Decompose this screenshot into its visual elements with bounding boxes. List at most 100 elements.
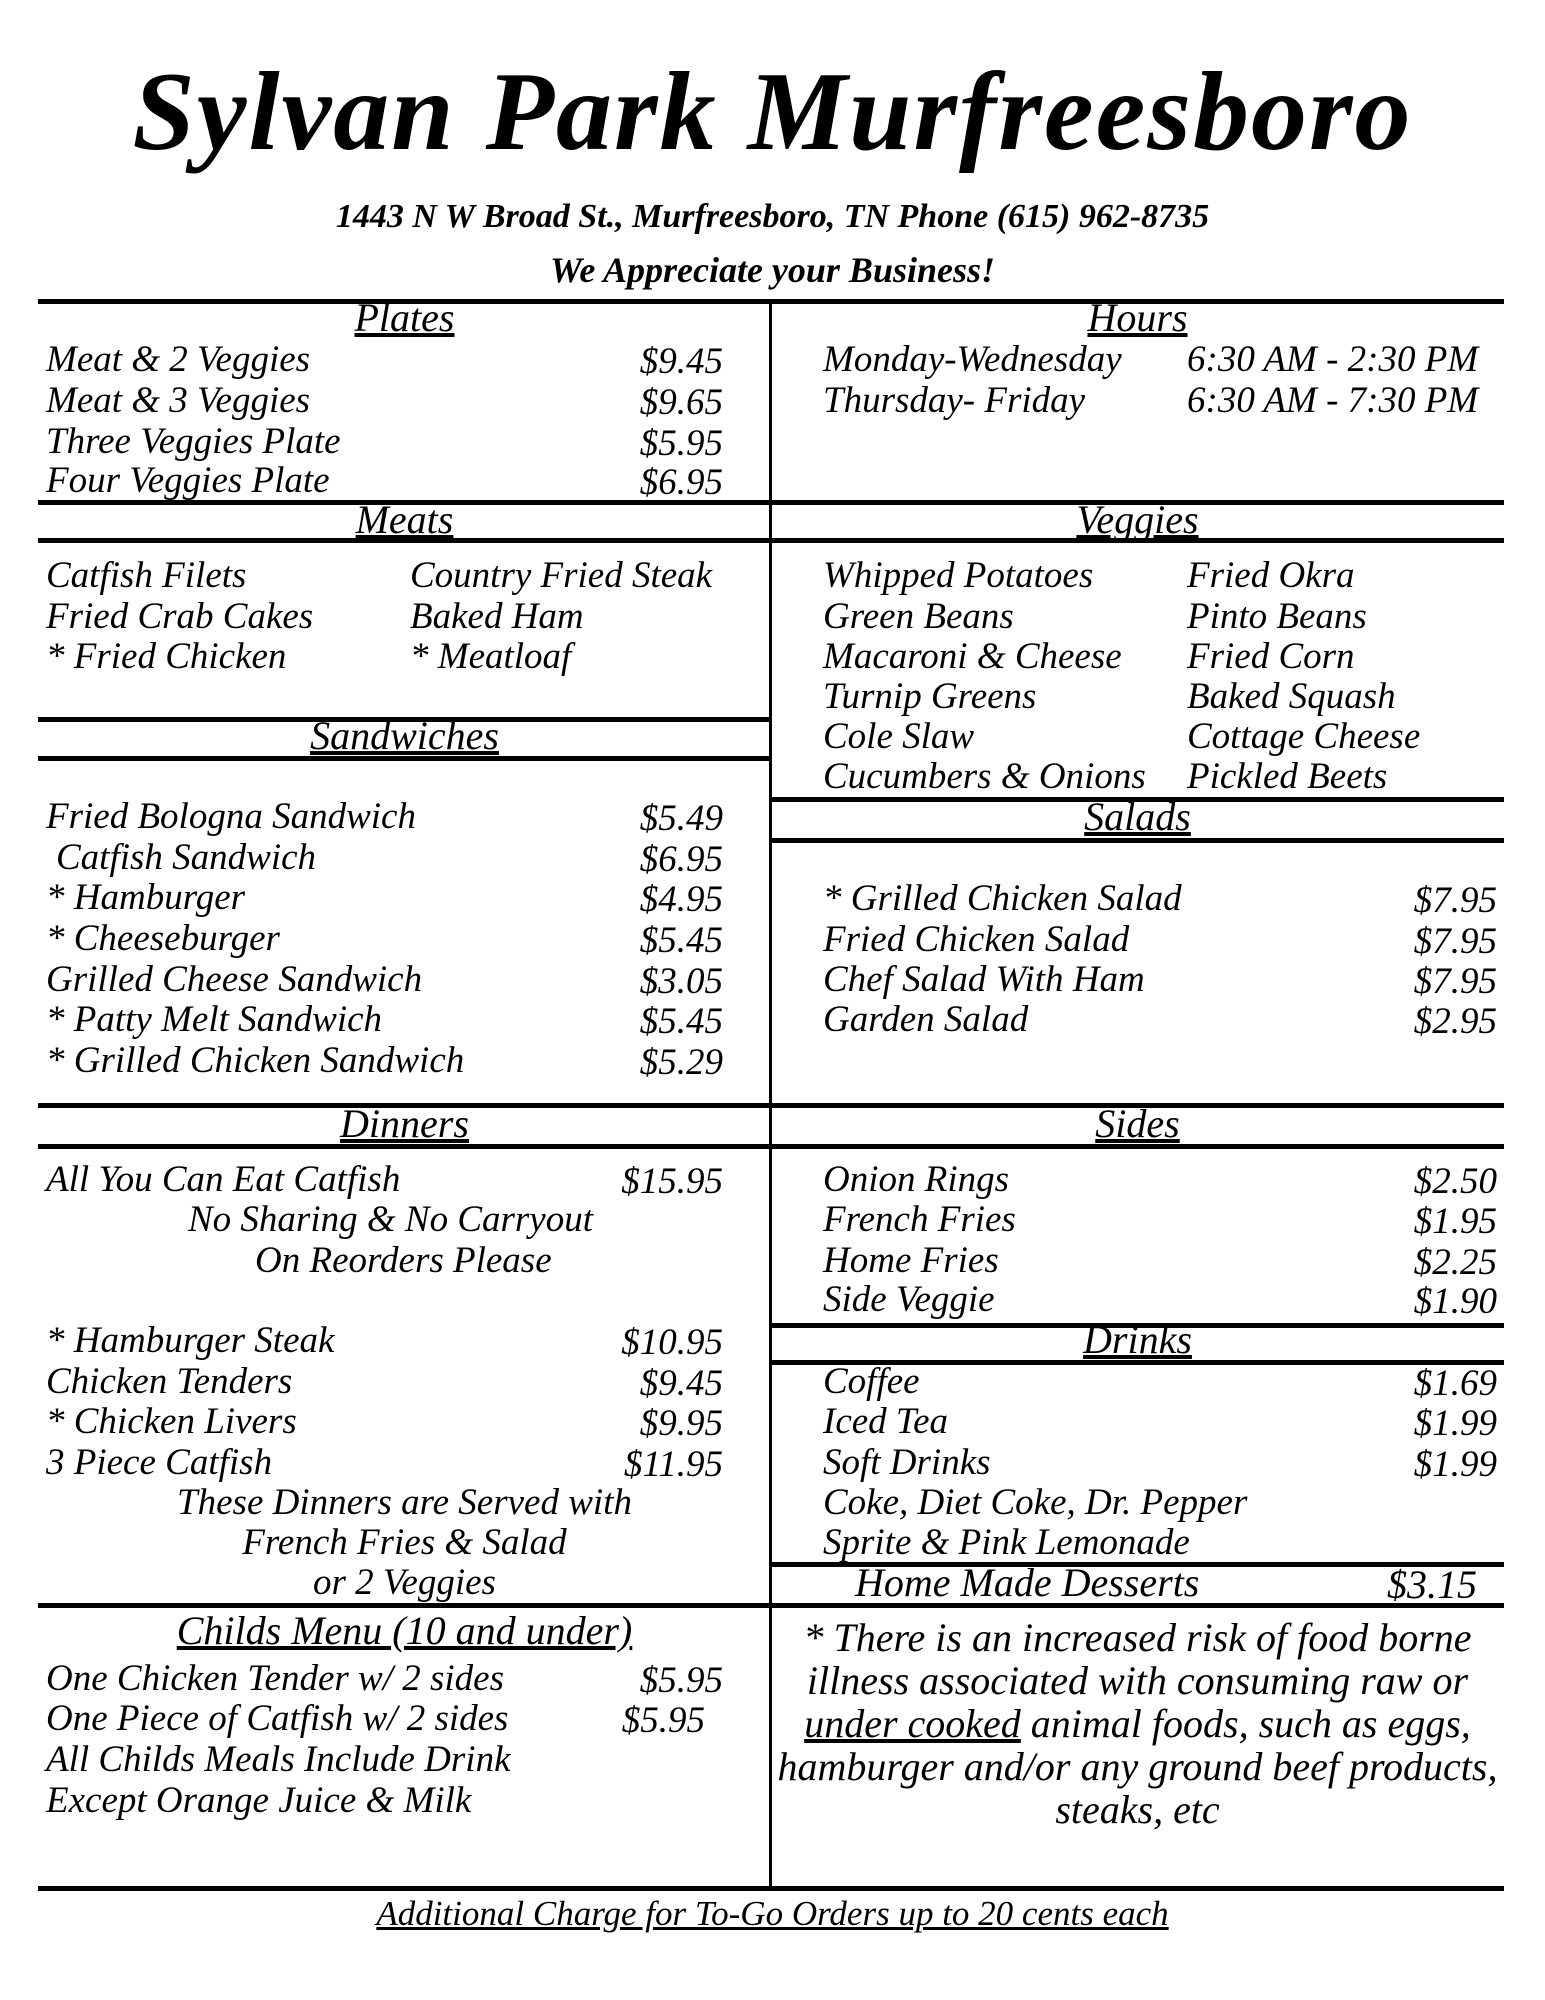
drink-item: Iced Tea [823, 1401, 949, 1442]
column-divider [769, 301, 772, 1890]
sandwich-item: Grilled Cheese Sandwich [46, 959, 423, 1000]
side-item: Home Fries [823, 1240, 999, 1281]
veggie-item: Cucumbers & Onions [823, 756, 1146, 797]
salad-item: Chef Salad With Ham [823, 959, 1145, 1000]
restaurant-title: Sylvan Park Murfreesboro [132, 50, 1413, 174]
dinner-item: * Hamburger Steak [46, 1320, 335, 1361]
sandwich-price: $5.45 [639, 1001, 723, 1042]
veggie-item: Fried Okra [1187, 555, 1355, 596]
side-item: French Fries [823, 1199, 1016, 1240]
veggie-item: Macaroni & Cheese [823, 636, 1122, 677]
veggie-item: Cole Slaw [823, 716, 975, 757]
meat-item: * Fried Chicken [46, 636, 287, 677]
side-price: $2.50 [1413, 1161, 1497, 1202]
hours-time: 6:30 AM - 7:30 PM [1187, 380, 1479, 421]
childs-item: One Piece of Catfish w/ 2 sides [46, 1698, 509, 1739]
meat-item: Catfish Filets [46, 555, 247, 596]
hours-days: Monday-Wednesday [823, 339, 1122, 380]
veggie-item: Cottage Cheese [1187, 716, 1421, 757]
divider [38, 717, 771, 722]
salad-price: $7.95 [1413, 961, 1497, 1002]
hours-heading: Hours [1087, 295, 1188, 340]
drink-item: Coffee [823, 1361, 920, 1402]
dinners-heading: Dinners [340, 1101, 469, 1146]
plate-price: $6.95 [639, 462, 723, 503]
sandwich-item: * Grilled Chicken Sandwich [46, 1040, 465, 1081]
dinner-price: $15.95 [621, 1161, 723, 1202]
sandwiches-heading: Sandwiches [310, 713, 499, 758]
veggie-item: Turnip Greens [823, 676, 1037, 717]
side-price: $2.25 [1413, 1242, 1497, 1283]
sandwich-price: $3.05 [639, 961, 723, 1002]
to-go-charge-note: Additional Charge for To-Go Orders up to… [376, 1894, 1169, 1933]
warning-underlined: under cooked [804, 1701, 1021, 1746]
hours-time: 6:30 AM - 2:30 PM [1187, 339, 1479, 380]
sandwich-item: * Hamburger [46, 877, 246, 918]
drink-price: $1.99 [1413, 1444, 1497, 1485]
veggies-heading: Veggies [1076, 497, 1199, 542]
side-price: $1.95 [1413, 1201, 1497, 1242]
dinner-note: French Fries & Salad [242, 1522, 567, 1563]
meat-item: Baked Ham [410, 596, 584, 637]
veggie-item: Baked Squash [1187, 676, 1396, 717]
dinner-note: or 2 Veggies [313, 1562, 496, 1603]
plate-price: $9.65 [639, 382, 723, 423]
drink-price: $1.69 [1413, 1363, 1497, 1404]
plates-heading: Plates [354, 295, 455, 340]
dinner-note: These Dinners are Served with [177, 1482, 632, 1523]
salad-price: $7.95 [1413, 921, 1497, 962]
meats-heading: Meats [355, 497, 454, 542]
sides-heading: Sides [1095, 1101, 1180, 1146]
meat-item: Fried Crab Cakes [46, 596, 314, 637]
dinner-item: Chicken Tenders [46, 1361, 293, 1402]
sandwich-item: Fried Bologna Sandwich [46, 796, 416, 837]
meat-item: Country Fried Steak [410, 555, 713, 596]
salad-item: Garden Salad [823, 999, 1029, 1040]
dinner-price: $9.45 [639, 1363, 723, 1404]
dinner-note: No Sharing & No Carryout [188, 1199, 593, 1240]
plate-item: Meat & 2 Veggies [46, 339, 311, 380]
warning-text: animal foods, such as eggs, hamburger an… [777, 1701, 1498, 1832]
dinner-note: On Reorders Please [255, 1240, 552, 1281]
plate-item: Three Veggies Plate [46, 421, 341, 462]
childs-note: All Childs Meals Include Drink [46, 1739, 511, 1780]
veggie-item: Pickled Beets [1187, 756, 1388, 797]
drink-note: Sprite & Pink Lemonade [823, 1522, 1190, 1563]
divider [771, 838, 1504, 843]
divider [38, 756, 771, 761]
dinner-price: $11.95 [623, 1444, 723, 1485]
plate-price: $9.45 [639, 341, 723, 382]
salads-heading: Salads [1084, 794, 1191, 839]
dinner-item: All You Can Eat Catfish [46, 1159, 401, 1200]
childs-price: $5.95 [639, 1660, 723, 1701]
childs-note: Except Orange Juice & Milk [46, 1780, 472, 1821]
veggie-item: Fried Corn [1187, 636, 1355, 677]
plate-item: Meat & 3 Veggies [46, 380, 311, 421]
dinner-item: * Chicken Livers [46, 1401, 297, 1442]
divider [771, 1562, 1504, 1567]
desserts-price: $3.15 [1387, 1562, 1477, 1607]
tagline: We Appreciate your Business! [549, 250, 996, 290]
dinner-price: $9.95 [639, 1403, 723, 1444]
drink-item: Soft Drinks [823, 1442, 991, 1483]
veggie-item: Pinto Beans [1187, 596, 1367, 637]
sandwich-price: $5.29 [639, 1042, 723, 1083]
divider [771, 1323, 1504, 1328]
dinner-price: $10.95 [621, 1322, 723, 1363]
salad-price: $2.95 [1413, 1001, 1497, 1042]
sandwich-item: Catfish Sandwich [56, 837, 317, 878]
plate-item: Four Veggies Plate [46, 460, 330, 501]
sandwich-price: $4.95 [639, 879, 723, 920]
drink-price: $1.99 [1413, 1403, 1497, 1444]
sandwich-price: $5.45 [639, 920, 723, 961]
desserts-item: Home Made Desserts [855, 1560, 1200, 1605]
divider [771, 797, 1504, 802]
salad-item: * Grilled Chicken Salad [823, 878, 1182, 919]
dinner-item: 3 Piece Catfish [46, 1442, 273, 1483]
sandwich-item: * Patty Melt Sandwich [46, 999, 383, 1040]
salad-price: $7.95 [1413, 880, 1497, 921]
sandwich-item: * Cheeseburger [46, 918, 280, 959]
drinks-heading: Drinks [1083, 1317, 1192, 1362]
restaurant-address: 1443 N W Broad St., Murfreesboro, TN Pho… [335, 198, 1210, 235]
hours-days: Thursday- Friday [823, 380, 1086, 421]
